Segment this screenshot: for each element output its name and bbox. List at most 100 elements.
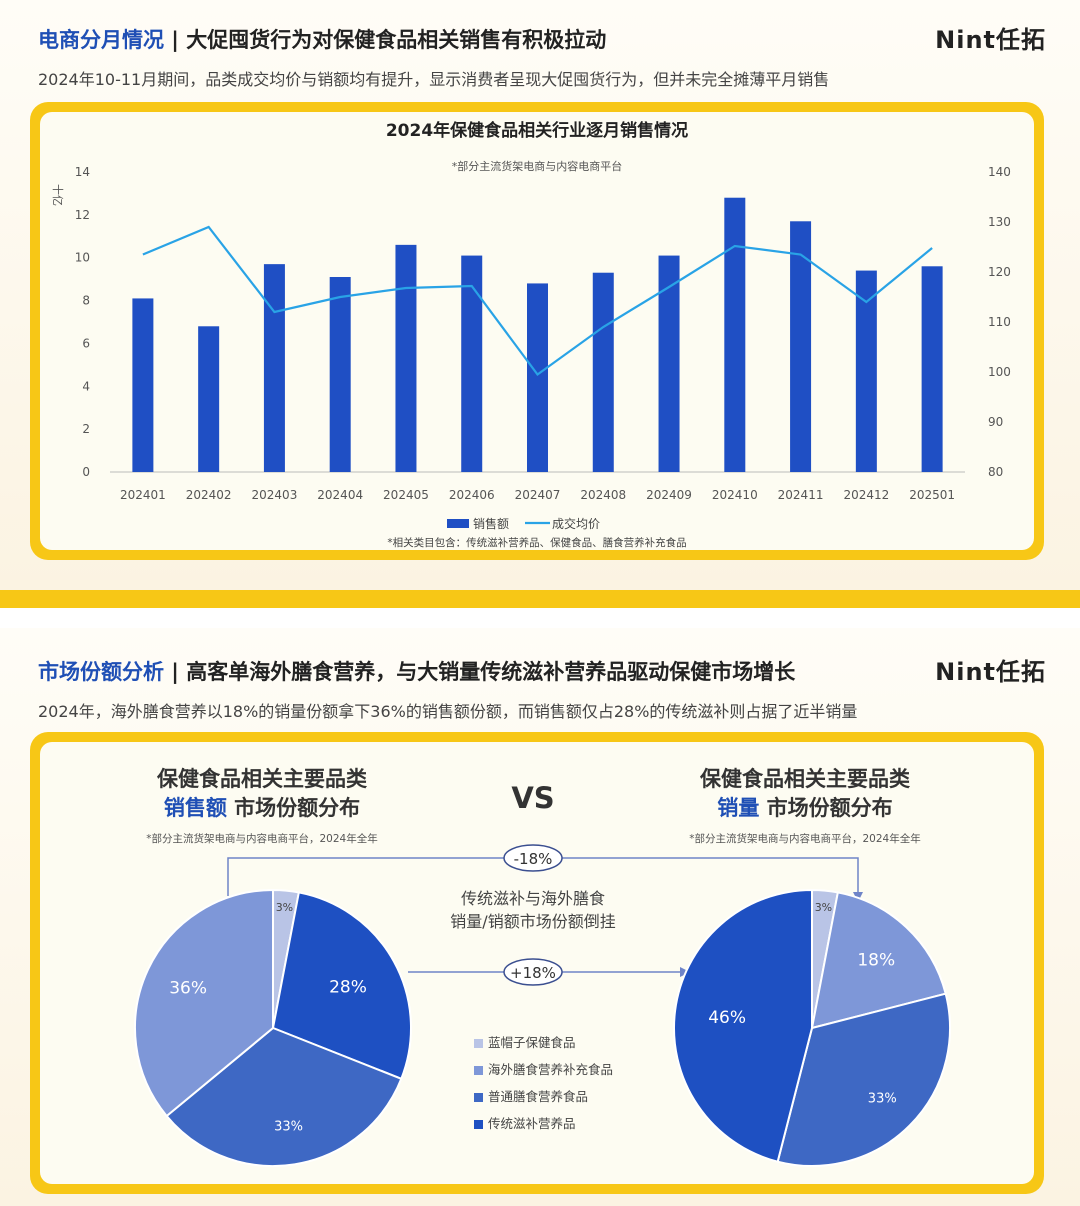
slide2-subtitle: 2024年，海外膳食营养以18%的销量份额拿下36%的销售额份额，而销售额仅占2… bbox=[38, 702, 858, 721]
right-pie-slice-label-3: 46% bbox=[708, 1008, 746, 1028]
pie-legend-label: 蓝帽子保健食品 bbox=[488, 1035, 576, 1050]
x-tick-label: 202407 bbox=[515, 488, 561, 502]
y-left-tick-label: 6 bbox=[82, 336, 90, 350]
pie-legend-label: 海外膳食营养补充食品 bbox=[488, 1062, 613, 1077]
pie-legend-swatch bbox=[474, 1093, 483, 1102]
pie-chart-panel-inner: 保健食品相关主要品类 销售额 市场份额分布 *部分主流货架电商与内容电商平台，202… bbox=[40, 742, 1034, 1184]
x-tick-label: 202409 bbox=[646, 488, 692, 502]
bar-sales-202402 bbox=[198, 326, 220, 472]
bar-chart-footnote: *相关类目包含：传统滋补营养品、保健食品、膳食营养补充食品 bbox=[387, 536, 686, 549]
left-pie-slice-3 bbox=[134, 888, 274, 1118]
vs-label: VS bbox=[511, 781, 554, 815]
slide1-logo: Nint任拓 bbox=[935, 26, 1046, 54]
left-pie-slice-label-2: 33% bbox=[274, 1119, 303, 1134]
y-axis-unit-label: 十亿 bbox=[51, 184, 65, 206]
y-left-tick-label: 2 bbox=[82, 422, 90, 436]
right-pie-slice-1 bbox=[810, 891, 947, 1030]
x-tick-label: 202411 bbox=[778, 488, 824, 502]
x-tick-label: 202501 bbox=[909, 488, 955, 502]
right-pie-slice-label-1: 18% bbox=[857, 950, 895, 970]
pie-legend-swatch bbox=[474, 1039, 483, 1048]
bar-sales-202406 bbox=[461, 255, 483, 472]
legend-line-label: 成交均价 bbox=[552, 516, 600, 531]
y-left-tick-label: 12 bbox=[75, 208, 90, 222]
slide2-header-sep: | bbox=[164, 660, 187, 684]
legend-bar-label: 销售额 bbox=[473, 516, 509, 531]
slide-monthly: 电商分月情况 | 大促囤货行为对保健食品相关销售有积极拉动 Nint任拓 202… bbox=[0, 0, 1080, 590]
y-right-tick-label: 140 bbox=[988, 165, 1011, 179]
center-text-line2: 销量/销额市场份额倒挂 bbox=[450, 912, 615, 931]
left-pie-slice-2 bbox=[165, 1026, 403, 1167]
bar-sales-202501 bbox=[921, 266, 943, 472]
left-pie-note: *部分主流货架电商与内容电商平台，2024年全年 bbox=[146, 832, 377, 845]
y-left-tick-label: 10 bbox=[75, 251, 90, 265]
bar-sales-202407 bbox=[527, 283, 548, 472]
x-tick-label: 202408 bbox=[580, 488, 626, 502]
right-pie-slice-label-2: 33% bbox=[868, 1092, 897, 1107]
slide2-header-title: 高客单海外膳食营养，与大销量传统滋补营养品驱动保健市场增长 bbox=[186, 660, 796, 684]
x-tick-label: 202405 bbox=[383, 488, 429, 502]
bar-sales-202411 bbox=[790, 221, 812, 472]
left-pie-slice-label-1: 28% bbox=[329, 977, 367, 997]
connector-mid-badge bbox=[503, 958, 563, 986]
pie-legend-swatch bbox=[474, 1120, 483, 1129]
connector-mid-label: +18% bbox=[510, 964, 556, 982]
legend-bar-swatch bbox=[447, 519, 469, 528]
slide1-header-title: 大促囤货行为对保健食品相关销售有积极拉动 bbox=[186, 28, 607, 52]
right-pie-slice-3 bbox=[673, 888, 813, 1163]
y-left-tick-label: 4 bbox=[82, 379, 90, 393]
right-pie-slice-label-0: 3% bbox=[815, 901, 832, 914]
pie-legend-swatch bbox=[474, 1066, 483, 1075]
slide1-header-prefix: 电商分月情况 bbox=[38, 28, 164, 52]
y-right-tick-label: 90 bbox=[988, 415, 1003, 429]
center-text-line1: 传统滋补与海外膳食 bbox=[461, 889, 605, 908]
slide1-header: 电商分月情况 | 大促囤货行为对保健食品相关销售有积极拉动 bbox=[38, 24, 606, 54]
bar-sales-202409 bbox=[658, 255, 680, 472]
connector-top-badge bbox=[503, 844, 563, 872]
left-pie-slice-label-0: 3% bbox=[276, 901, 293, 914]
slide-market-share: 市场份额分析 | 高客单海外膳食营养，与大销量传统滋补营养品驱动保健市场增长 N… bbox=[0, 628, 1080, 1206]
pie-legend-label: 普通膳食营养食品 bbox=[488, 1089, 588, 1104]
slide1-header-sep: | bbox=[164, 28, 187, 52]
bar-chart-subtitle: *部分主流货架电商与内容电商平台 bbox=[452, 159, 623, 173]
right-pie-slice-2 bbox=[776, 992, 951, 1167]
bar-sales-202412 bbox=[855, 270, 877, 472]
slide2-header-prefix: 市场份额分析 bbox=[38, 660, 164, 684]
x-tick-label: 202410 bbox=[712, 488, 758, 502]
bar-sales-202403 bbox=[263, 264, 285, 472]
bar-sales-202405 bbox=[395, 244, 417, 472]
bar-sales-202401 bbox=[132, 298, 154, 472]
right-pie-title-line1: 保健食品相关主要品类 bbox=[699, 767, 911, 791]
x-tick-label: 202404 bbox=[317, 488, 363, 502]
slide2-logo: Nint任拓 bbox=[935, 658, 1046, 686]
slide1-subtitle: 2024年10-11月期间，品类成交均价与销额均有提升，显示消费者呈现大促囤货行… bbox=[38, 70, 830, 89]
y-left-tick-label: 0 bbox=[82, 465, 90, 479]
y-left-tick-label: 8 bbox=[82, 294, 90, 308]
bar-chart-panel: 2024年保健食品相关行业逐月销售情况 *部分主流货架电商与内容电商平台十亿 0 2 4… bbox=[30, 102, 1044, 560]
bar-chart-title: 2024年保健食品相关行业逐月销售情况 bbox=[386, 120, 688, 141]
y-right-tick-label: 120 bbox=[988, 265, 1011, 279]
bar-sales-202404 bbox=[329, 277, 351, 472]
y-right-tick-label: 130 bbox=[988, 215, 1011, 229]
slide1-footer-band bbox=[0, 590, 1080, 608]
x-tick-label: 202401 bbox=[120, 488, 166, 502]
left-pie-title-line2: 销售额 市场份额分布 bbox=[164, 796, 360, 820]
left-pie-slice-label-3: 36% bbox=[169, 979, 207, 999]
x-tick-label: 202403 bbox=[252, 488, 298, 502]
y-right-tick-label: 110 bbox=[988, 315, 1011, 329]
x-tick-label: 202406 bbox=[449, 488, 495, 502]
right-pie-note: *部分主流货架电商与内容电商平台，2024年全年 bbox=[689, 832, 920, 845]
left-pie-slice-1 bbox=[271, 891, 412, 1081]
bar-sales-202410 bbox=[724, 197, 746, 472]
x-tick-label: 202412 bbox=[843, 488, 889, 502]
connector-top-label: -18% bbox=[514, 850, 553, 868]
y-left-tick-label: 14 bbox=[75, 165, 90, 179]
y-right-tick-label: 100 bbox=[988, 365, 1011, 379]
y-right-tick-label: 80 bbox=[988, 465, 1003, 479]
pie-chart-panel: 保健食品相关主要品类 销售额 市场份额分布 *部分主流货架电商与内容电商平台，202… bbox=[30, 732, 1044, 1194]
left-pie-title-line1: 保健食品相关主要品类 bbox=[156, 767, 368, 791]
x-tick-label: 202402 bbox=[186, 488, 232, 502]
slide2-header: 市场份额分析 | 高客单海外膳食营养，与大销量传统滋补营养品驱动保健市场增长 bbox=[38, 656, 795, 686]
